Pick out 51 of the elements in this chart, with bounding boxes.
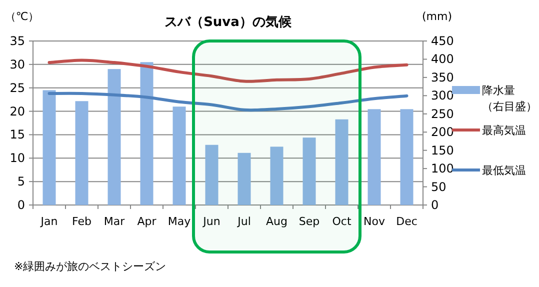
y2-tick-label: 300 [431,88,454,103]
text: ※緑囲みが旅のベストシーズン [14,260,166,273]
y-tick-label: 35 [10,34,25,48]
x-tick-label: Apr [137,215,157,228]
line-series [48,92,408,112]
bar [270,146,284,205]
x-tick-label: Feb [72,215,92,228]
y2-tick-label: 100 [431,162,454,176]
legend-label: 降水量（右目盛） [482,84,537,113]
x-tick-label: Aug [266,215,288,228]
bar [140,62,154,205]
bar [108,69,121,205]
y2-tick-label: 450 [431,34,454,48]
bar [75,101,88,205]
y2-tick-label: 400 [431,52,454,66]
x-tick-label: Oct [332,215,352,228]
y-tick-label: 15 [10,128,25,142]
bar [205,144,218,205]
bar [400,109,414,205]
y2-axis-title: (mm) [422,10,452,23]
legend-label: 最低気温 [482,164,526,177]
x-tick-label: Jan [40,215,58,228]
bar [335,119,348,205]
y-tick-label: 30 [10,57,25,72]
bar [302,138,316,205]
chart-title: スバ（Suva）の気候 [164,15,292,30]
legend-label: 最高気温 [482,124,526,137]
bar [238,152,251,205]
x-tick-label: Jun [202,215,220,228]
y2-tick-label: 0 [431,198,439,212]
line-series [48,58,408,83]
y-axis-title: （℃） [4,10,40,23]
y-tick-label: 25 [10,80,25,95]
y2-tick-label: 350 [431,70,454,84]
x-tick-label: Nov [364,215,386,228]
x-tick-label: Jul [236,215,251,228]
y2-tick-label: 150 [431,143,454,158]
x-tick-label: Dec [396,215,418,228]
x-tick-label: Mar [104,215,126,228]
y-tick-label: 10 [10,151,25,166]
y2-tick-label: 250 [431,106,454,121]
y-tick-label: 5 [17,174,25,189]
x-tick-label: May [168,215,192,228]
bar [172,106,186,205]
y-tick-label: 20 [10,104,25,118]
x-tick-label: Sep [298,215,320,228]
bar [368,109,381,205]
y2-tick-label: 200 [431,125,454,140]
y-tick-label: 0 [17,198,25,212]
y2-tick-label: 50 [431,180,446,194]
bar [42,90,56,205]
